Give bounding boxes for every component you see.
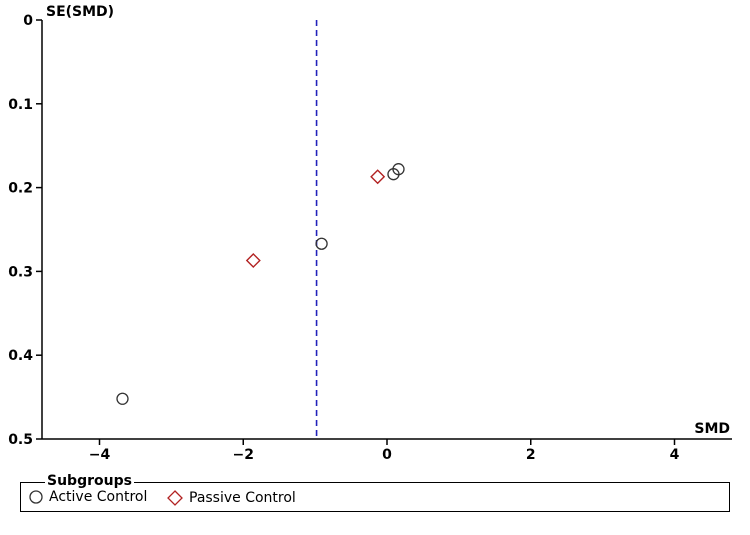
legend-label-active-control: Active Control (49, 489, 148, 505)
x-tick-label: 4 (670, 447, 680, 463)
diamond-icon (167, 490, 183, 506)
circle-icon (29, 490, 43, 504)
y-tick-label: 0.1 (8, 97, 33, 113)
legend-item-active-control: Active Control (28, 489, 147, 505)
data-point-active-control (315, 237, 328, 250)
y-tick-label: 0.3 (8, 264, 33, 280)
funnel-plot: 0 0.1 0.2 0.3 0.4 0.5 −4 −2 0 2 4 SE(SMD) SMD (8, 4, 732, 463)
legend-item-passive-control: Passive Control (166, 489, 296, 507)
y-tick-label: 0.4 (8, 348, 33, 364)
legend-title: Subgroups (45, 472, 134, 490)
x-tick-label: 0 (382, 447, 392, 463)
y-tick-label: 0 (23, 13, 33, 29)
y-tick-label: 0.2 (8, 181, 33, 197)
data-point-active-control (116, 392, 129, 405)
data-point-passive-control (245, 253, 261, 268)
legend: Subgroups Active Control Passive Control (20, 472, 730, 512)
y-tick-label: 0.5 (8, 432, 33, 448)
x-tick-label: −2 (233, 447, 254, 463)
legend-label-passive-control: Passive Control (189, 490, 296, 506)
x-tick-label: −4 (89, 447, 111, 463)
data-point-passive-control (370, 169, 386, 185)
x-axis-label: SMD (694, 421, 730, 437)
data-points (116, 163, 405, 405)
x-tick-label: 2 (526, 447, 536, 463)
axes: 0 0.1 0.2 0.3 0.4 0.5 −4 −2 0 2 4 SE(SMD) SMD (8, 4, 732, 463)
data-point-active-control (392, 163, 405, 176)
y-axis-label: SE(SMD) (46, 4, 114, 20)
